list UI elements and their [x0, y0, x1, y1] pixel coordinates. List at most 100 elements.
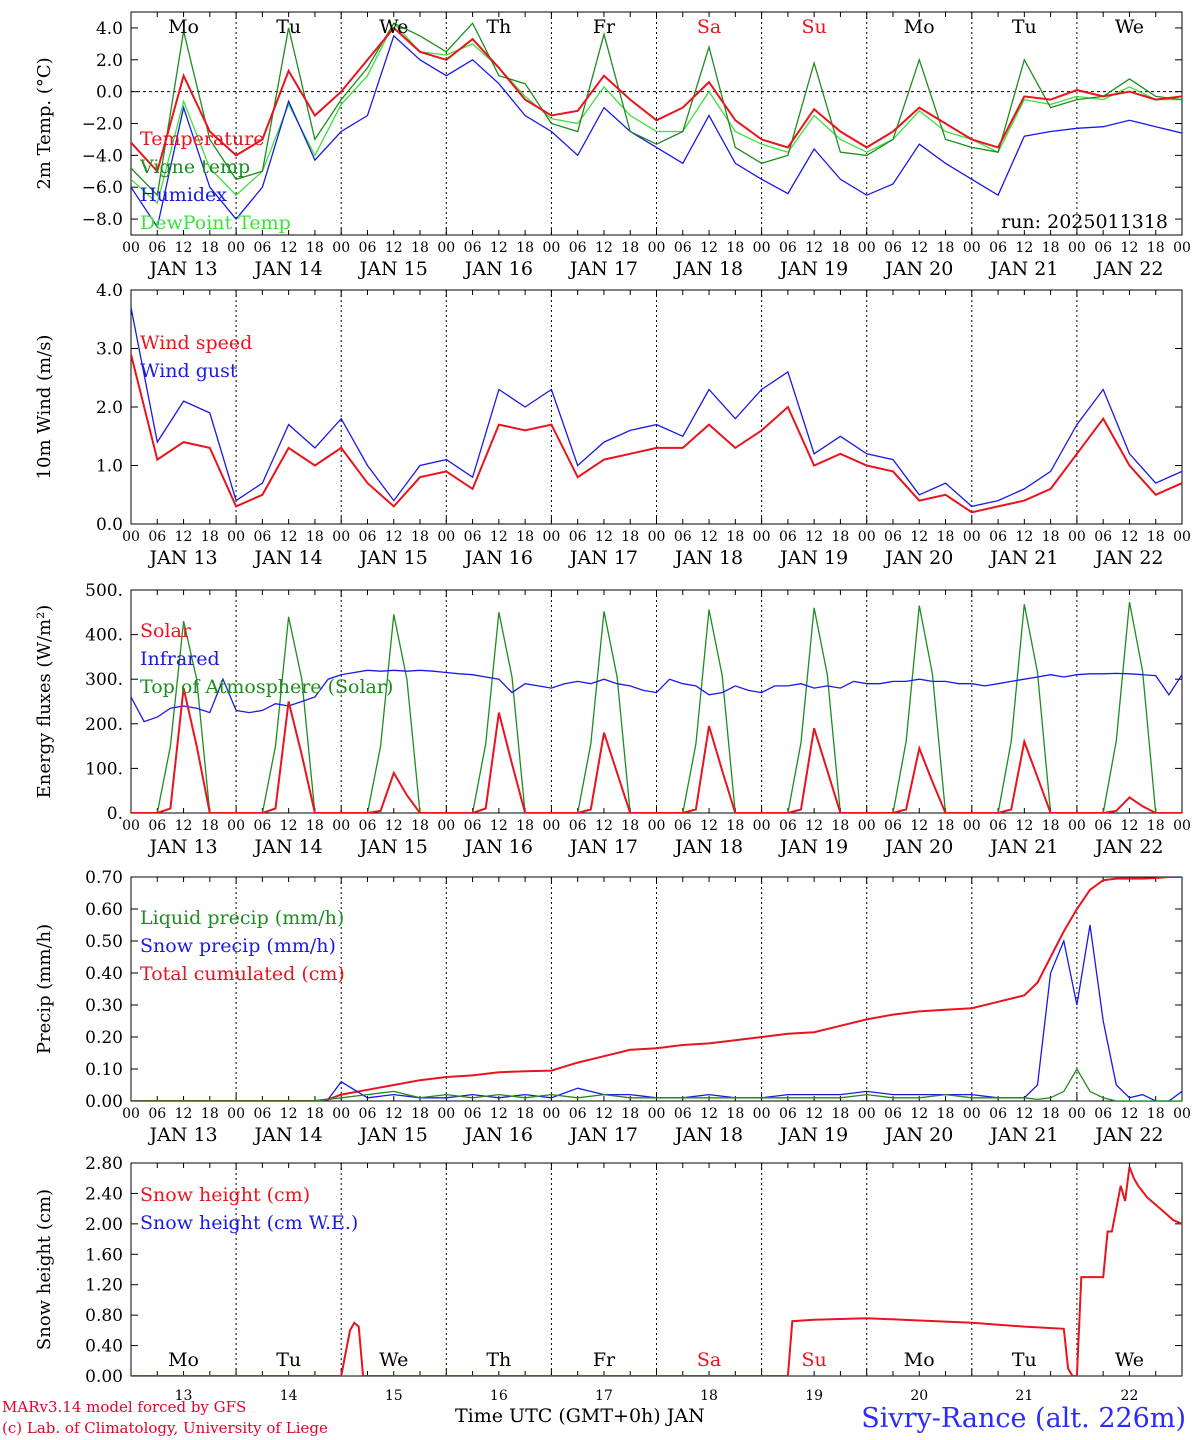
snow-y-axis-label: Snow height (cm): [34, 1189, 55, 1350]
energy-hour-label: 06: [569, 818, 587, 834]
temp-hour-label: 18: [516, 240, 534, 256]
wind-y-tick-label: 4.0: [96, 281, 123, 301]
precip-hour-label: 00: [1173, 1106, 1191, 1122]
precip-date-label: JAN 15: [358, 1124, 428, 1146]
snow-day-number: 19: [805, 1388, 823, 1404]
temp-hour-label: 18: [1042, 240, 1060, 256]
wind-date-label: JAN 18: [673, 547, 743, 569]
precip-hour-label: 00: [542, 1106, 560, 1122]
temp-day-name: Mo: [168, 16, 199, 38]
wind-hour-label: 06: [148, 529, 166, 545]
precip-hour-label: 18: [411, 1106, 429, 1122]
precip-date-label: JAN 20: [883, 1124, 953, 1146]
energy-hour-label: 12: [910, 818, 928, 834]
energy-date-label: JAN 22: [1093, 836, 1163, 858]
temp-hour-label: 06: [779, 240, 797, 256]
temp-date-label: JAN 19: [778, 258, 848, 280]
snow-day-number: 16: [490, 1388, 508, 1404]
energy-date-label: JAN 15: [358, 836, 428, 858]
wind-hour-label: 18: [832, 529, 850, 545]
temp-hour-label: 12: [175, 240, 193, 256]
wind-hour-label: 00: [542, 529, 560, 545]
temp-hour-label: 12: [490, 240, 508, 256]
wind-hour-label: 06: [779, 529, 797, 545]
temp-hour-label: 12: [700, 240, 718, 256]
precip-hour-label: 18: [832, 1106, 850, 1122]
energy-hour-label: 12: [595, 818, 613, 834]
precip-hour-label: 18: [201, 1106, 219, 1122]
precip-y-tick-label: 0.60: [85, 900, 123, 920]
temp-hour-label: 06: [359, 240, 377, 256]
precip-hour-label: 12: [490, 1106, 508, 1122]
snow-series-line: [131, 1166, 1182, 1376]
temp-hour-label: 18: [726, 240, 744, 256]
precip-hour-label: 12: [1121, 1106, 1139, 1122]
energy-series-line: [131, 669, 1182, 723]
energy-hour-label: 18: [306, 818, 324, 834]
energy-hour-label: 18: [516, 818, 534, 834]
snow-day-number: 17: [595, 1388, 613, 1404]
energy-legend-entry: Top of Atmosphere (Solar): [140, 676, 393, 698]
wind-y-tick-label: 2.0: [96, 398, 123, 418]
station-name: Sivry-Rance (alt. 226m): [861, 1403, 1186, 1434]
temp-legend-entry: DewPoint Temp: [140, 212, 291, 234]
x-axis-title: Time UTC (GMT+0h) JAN: [455, 1405, 705, 1427]
wind-hour-label: 18: [726, 529, 744, 545]
temp-date-label: JAN 18: [673, 258, 743, 280]
snow-y-tick-label: 2.40: [85, 1184, 123, 1204]
snow-day-name: We: [379, 1349, 408, 1371]
precip-hour-label: 06: [359, 1106, 377, 1122]
temp-hour-label: 00: [858, 240, 876, 256]
energy-hour-label: 12: [175, 818, 193, 834]
temp-hour-label: 12: [910, 240, 928, 256]
wind-hour-label: 12: [385, 529, 403, 545]
wind-hour-label: 00: [1173, 529, 1191, 545]
wind-date-label: JAN 13: [147, 547, 217, 569]
wind-hour-label: 12: [280, 529, 298, 545]
wind-hour-label: 06: [989, 529, 1007, 545]
snow-day-name: Tu: [1012, 1349, 1037, 1371]
wind-hour-label: 00: [753, 529, 771, 545]
precip-hour-label: 12: [385, 1106, 403, 1122]
snow-legend-entry: Snow height (cm W.E.): [140, 1212, 358, 1234]
temp-hour-label: 00: [1173, 240, 1191, 256]
model-credit: MARv3.14 model forced by GFS: [2, 1398, 247, 1416]
temp-hour-label: 06: [253, 240, 271, 256]
temp-hour-label: 00: [753, 240, 771, 256]
temp-series-line: [131, 34, 1182, 229]
precip-hour-label: 18: [306, 1106, 324, 1122]
wind-hour-label: 06: [253, 529, 271, 545]
snow-day-name: Mo: [168, 1349, 199, 1371]
precip-hour-label: 06: [253, 1106, 271, 1122]
energy-hour-label: 00: [437, 818, 455, 834]
energy-hour-label: 06: [884, 818, 902, 834]
energy-hour-label: 00: [227, 818, 245, 834]
energy-hour-label: 00: [1068, 818, 1086, 834]
precip-y-tick-label: 0.00: [85, 1092, 123, 1112]
precip-hour-label: 06: [674, 1106, 692, 1122]
energy-hour-label: 12: [805, 818, 823, 834]
snow-day-number: 15: [385, 1388, 403, 1404]
temp-day-name: Su: [802, 16, 827, 38]
wind-hour-label: 12: [175, 529, 193, 545]
snow-day-number: 14: [280, 1388, 298, 1404]
energy-date-label: JAN 18: [673, 836, 743, 858]
precip-date-label: JAN 16: [463, 1124, 533, 1146]
precip-legend-entry: Liquid precip (mm/h): [140, 907, 344, 929]
precip-date-label: JAN 22: [1093, 1124, 1163, 1146]
temp-hour-label: 00: [1068, 240, 1086, 256]
precip-hour-label: 18: [937, 1106, 955, 1122]
precip-hour-label: 18: [726, 1106, 744, 1122]
snow-day-name: We: [1115, 1349, 1144, 1371]
energy-hour-label: 00: [332, 818, 350, 834]
temp-day-name: Mo: [904, 16, 935, 38]
precip-date-label: JAN 17: [568, 1124, 638, 1146]
precip-hour-label: 06: [464, 1106, 482, 1122]
energy-hour-label: 06: [359, 818, 377, 834]
precip-hour-label: 12: [280, 1106, 298, 1122]
wind-hour-label: 00: [1068, 529, 1086, 545]
energy-hour-label: 00: [122, 818, 140, 834]
wind-hour-label: 18: [306, 529, 324, 545]
energy-date-label: JAN 13: [147, 836, 217, 858]
wind-hour-label: 18: [411, 529, 429, 545]
